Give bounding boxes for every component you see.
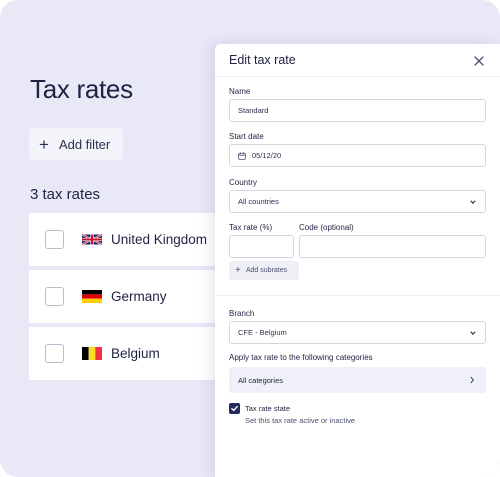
name-value: Standard <box>238 106 269 115</box>
chevron-down-icon <box>470 200 476 205</box>
add-filter-button[interactable]: + Add filter <box>29 128 123 160</box>
close-icon[interactable] <box>472 54 486 68</box>
belgium-flag-icon <box>82 347 102 360</box>
tax-rate-state-checkbox[interactable] <box>229 403 240 414</box>
country-value: All countries <box>238 197 279 206</box>
divider <box>215 295 500 296</box>
tax-rate-input[interactable] <box>229 235 294 258</box>
add-subrates-label: Add subrates <box>245 267 288 274</box>
branch-select[interactable]: CFE - Belgium <box>229 321 486 344</box>
plus-icon: + <box>39 134 49 154</box>
divider <box>215 76 500 77</box>
table-row[interactable]: Belgium <box>29 327 229 380</box>
chevron-right-icon <box>470 376 475 384</box>
branch-label: Branch <box>229 309 255 318</box>
categories-select[interactable]: All categories <box>229 367 486 393</box>
tax-rate-state-label: Tax rate state <box>245 404 291 413</box>
table-row[interactable]: United Kingdom <box>29 213 229 266</box>
country-select[interactable]: All countries <box>229 190 486 213</box>
calendar-icon <box>238 151 246 160</box>
start-date-value: 05/12/20 <box>252 151 282 160</box>
tax-rate-count: 3 tax rates <box>30 186 101 203</box>
row-checkbox[interactable] <box>45 344 64 363</box>
start-date-label: Start date <box>229 132 264 141</box>
categories-label: Apply tax rate to the following categori… <box>229 353 373 362</box>
country-label: Country <box>229 178 258 187</box>
panel-title: Edit tax rate <box>229 53 296 67</box>
name-field[interactable]: Standard <box>229 99 486 122</box>
germany-flag-icon <box>82 290 102 303</box>
code-input[interactable] <box>299 235 486 258</box>
code-label: Code (optional) <box>299 223 354 232</box>
row-checkbox[interactable] <box>45 230 64 249</box>
uk-flag-icon <box>82 233 102 246</box>
categories-value: All categories <box>238 375 284 385</box>
edit-tax-rate-panel: Edit tax rate Name Standard Start date 0… <box>215 44 500 477</box>
row-checkbox[interactable] <box>45 287 64 306</box>
country-name: Belgium <box>111 346 160 361</box>
country-name: United Kingdom <box>111 232 208 247</box>
country-name: Germany <box>111 289 167 304</box>
tax-rate-state-description: Set this tax rate active or inactive <box>245 416 356 425</box>
checkmark-icon <box>231 405 238 412</box>
start-date-field[interactable]: 05/12/20 <box>229 144 486 167</box>
add-filter-label: Add filter <box>58 136 111 152</box>
branch-value: CFE - Belgium <box>238 328 287 337</box>
tax-rate-label: Tax rate (%) <box>229 223 273 232</box>
chevron-down-icon <box>470 331 476 336</box>
name-label: Name <box>229 87 251 96</box>
plus-icon: + <box>235 264 241 276</box>
table-row[interactable]: Germany <box>29 270 229 323</box>
page-title: Tax rates <box>30 74 133 104</box>
add-subrates-button[interactable]: + Add subrates <box>229 261 299 280</box>
